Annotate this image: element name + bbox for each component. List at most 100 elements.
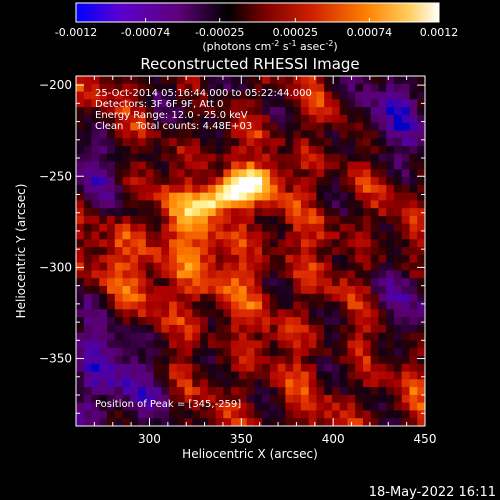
heatmap-cell [246,402,255,412]
heatmap-cell [200,301,209,310]
heatmap-cell [122,387,131,396]
heatmap-cell [370,208,380,217]
heatmap-cell [308,324,318,334]
heatmap-cell [285,286,294,295]
heatmap-cell [362,394,372,404]
heatmap-cell [269,239,279,248]
heatmap-cell [269,394,279,404]
heatmap-cell [293,138,302,147]
heatmap-cell [184,363,193,373]
heatmap-cell [347,387,356,396]
heatmap-cell [207,200,217,209]
heatmap-cell [347,317,356,326]
heatmap-cell [277,153,286,163]
heatmap-cell [331,99,341,108]
heatmap-cell [176,254,186,264]
heatmap-cell [355,138,364,147]
heatmap-cell [99,270,108,279]
heatmap-cell [401,184,411,194]
heatmap-cell [207,324,217,334]
heatmap-cell [200,379,209,388]
heatmap-cell [409,402,418,412]
heatmap-cell [409,192,418,202]
heatmap-cell [184,200,193,209]
heatmap-cell [138,371,147,380]
heatmap-cell [293,324,302,334]
heatmap-cell [262,122,271,132]
heatmap-cell [99,356,108,365]
heatmap-cell [262,356,271,365]
heatmap-cell [300,200,310,209]
heatmap-cell [308,301,318,310]
heatmap-cell [308,223,318,233]
heatmap-cell [223,418,232,426]
heatmap-cell [91,200,100,209]
heatmap-cell [269,293,279,303]
heatmap-cell [362,301,372,310]
x-tick-label: 300 [138,432,161,446]
heatmap-cell [145,309,155,318]
heatmap-cell [370,99,380,108]
heatmap-cell [184,410,193,419]
heatmap-cell [378,309,387,318]
heatmap-cell [215,348,224,357]
heatmap-cell [130,107,139,116]
heatmap-cell [308,130,318,139]
heatmap-cell [161,254,170,264]
heatmap-cell [339,418,349,426]
heatmap-cell [300,169,310,178]
heatmap-cell [378,262,387,272]
heatmap-cell [386,231,395,240]
heatmap-cell [293,216,302,225]
heatmap-cell [355,146,364,155]
heatmap-cell [246,138,255,147]
heatmap-cell [169,76,178,85]
heatmap-cell [355,177,364,186]
heatmap-cell [347,200,356,209]
annotation-time-range: 25-Oct-2014 05:16:44.000 to 05:22:44.000 [95,88,312,99]
heatmap-cell [347,270,356,279]
heatmap-cell [91,231,100,240]
heatmap-cell [107,239,116,248]
heatmap-cell [386,161,395,170]
heatmap-cell [300,130,310,139]
heatmap-cell [316,363,325,373]
heatmap-cell [176,317,186,326]
heatmap-cell [339,363,349,373]
heatmap-cell [339,324,349,334]
heatmap-cell [401,200,411,209]
heatmap-cell [401,394,411,404]
heatmap-cell [192,239,201,248]
heatmap-cell [393,153,403,163]
heatmap-cell [153,216,162,225]
heatmap-cell [231,192,240,202]
colorbar-ticks: -0.0012 -0.00074 -0.00025 0.00025 0.00074 0.0… [55,18,458,39]
heatmap-cell [254,340,263,349]
heatmap-cell [200,363,209,373]
heatmap-cell [316,254,325,264]
heatmap-cell [184,192,193,202]
heatmap-cell [308,286,318,295]
heatmap-cell [285,340,294,349]
heatmap-cell [401,324,411,334]
heatmap-cell [192,76,201,85]
heatmap-cell [347,138,356,147]
heatmap-cell [184,130,193,139]
heatmap-cell [76,184,85,194]
heatmap-cell [192,356,201,365]
heatmap-cell [161,169,170,178]
heatmap-cell [231,153,240,163]
heatmap-cell [370,83,380,93]
heatmap-cell [161,161,170,170]
heatmap-cell [130,99,139,108]
heatmap-cell [386,138,395,147]
heatmap-cell [161,394,170,404]
y-axis-label: Heliocentric Y (arcsec) [14,184,28,319]
heatmap-cell [277,262,286,272]
heatmap-cell [130,130,139,139]
heatmap-cell [99,83,108,93]
heatmap-cell [192,254,201,264]
heatmap-cell [393,208,403,217]
heatmap-cell [207,363,217,373]
heatmap-cell [99,153,108,163]
